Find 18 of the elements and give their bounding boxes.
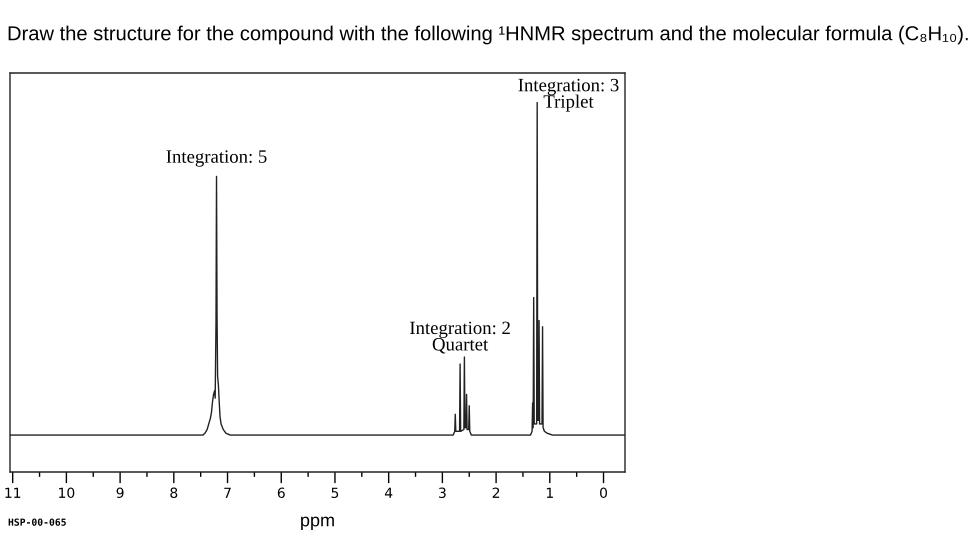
annotation: Integration: 2 Quartet: [410, 322, 510, 354]
x-tick-label: 3: [439, 488, 446, 498]
x-tick-label: 5: [332, 488, 338, 498]
x-tick-label: 4: [384, 488, 392, 498]
x-tick-label: 10: [59, 488, 74, 498]
x-tick-label: 6: [278, 488, 285, 498]
x-tick-label: 2: [492, 488, 500, 498]
chart-title: Draw the structure for the compound with the following ¹HNMR spectrum and the molecular formula (C₈H₁₀).: [8, 26, 968, 44]
x-tick-label: 1: [546, 488, 553, 498]
x-tick-label: 9: [116, 488, 124, 498]
x-tick-label: 7: [224, 488, 231, 498]
x-tick-label: 0: [600, 488, 608, 498]
text: HSP-00-065: [8, 518, 66, 526]
x-tick-label: 11: [5, 488, 20, 498]
annotation: Integration: 5: [166, 150, 267, 167]
x-tick-label: 8: [170, 488, 178, 498]
annotation: Integration: 3 Triplet: [518, 78, 619, 112]
x-axis-title: ppm: [301, 516, 334, 530]
